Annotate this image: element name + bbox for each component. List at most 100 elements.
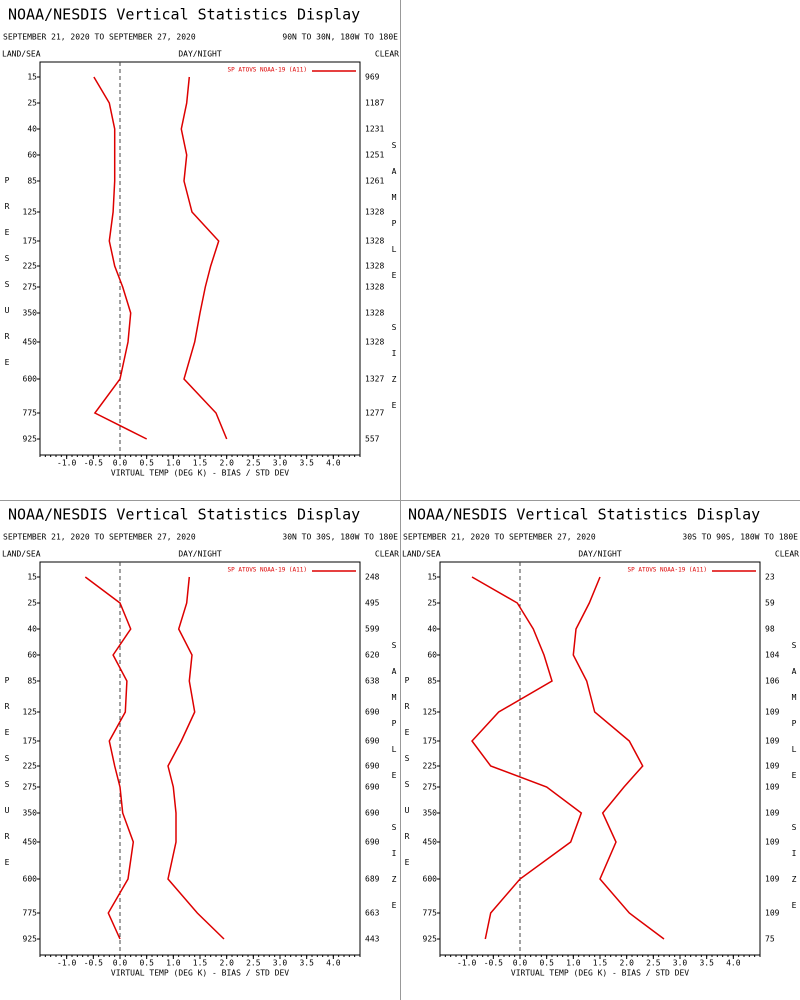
y-tick-label: 775 — [23, 909, 38, 918]
x-tick-label: 3.5 — [299, 459, 314, 468]
y-tick-label: 25 — [427, 599, 437, 608]
legend-label: SP ATOVS NOAA-19 (A11) — [228, 67, 307, 74]
center-header: DAY/NIGHT — [178, 550, 222, 559]
bias-line — [84, 576, 135, 940]
x-tick-label: 0.0 — [113, 459, 128, 468]
bias-line — [471, 576, 583, 940]
std-dev-line — [167, 576, 225, 940]
x-tick-label: 4.0 — [326, 959, 341, 968]
sample-size-label: 1328 — [365, 283, 384, 292]
y-tick-label: 60 — [427, 651, 437, 660]
sample-size-label: 690 — [365, 838, 380, 847]
x-tick-label: 2.0 — [619, 959, 634, 968]
panel-title: NOAA/NESDIS Vertical Statistics Display — [8, 506, 360, 524]
x-tick-label: 1.5 — [593, 959, 608, 968]
y-tick-label: 775 — [23, 409, 38, 418]
x-tick-label: -1.0 — [57, 459, 76, 468]
panel: NOAA/NESDIS Vertical Statistics Display S… — [402, 506, 799, 978]
left-header: LAND/SEA — [402, 550, 441, 559]
y-tick-label: 15 — [27, 573, 37, 582]
region: 90N TO 30N, 180W TO 180E — [282, 33, 398, 42]
x-tick-label: -1.0 — [457, 959, 476, 968]
x-tick-label: 4.0 — [326, 459, 341, 468]
sample-size-label: 1187 — [365, 99, 384, 108]
sample-size-label: 620 — [365, 651, 380, 660]
y-tick-label: 40 — [27, 625, 37, 634]
region: 30S TO 90S, 180W TO 180E — [682, 533, 798, 542]
x-tick-label: 0.5 — [139, 459, 154, 468]
y-tick-label: 60 — [27, 151, 37, 160]
sample-size-label: 23 — [765, 573, 775, 582]
sample-size-label: 690 — [365, 762, 380, 771]
sample-size-label: 690 — [365, 708, 380, 717]
center-header: DAY/NIGHT — [178, 50, 222, 59]
sample-size-label: 557 — [365, 435, 380, 444]
sample-size-label: 109 — [765, 809, 780, 818]
x-tick-label: 2.5 — [246, 959, 261, 968]
date-range: SEPTEMBER 21, 2020 TO SEPTEMBER 27, 2020 — [3, 533, 196, 542]
sample-size-label: 690 — [365, 737, 380, 746]
sample-size-label: 109 — [765, 909, 780, 918]
right-header: CLEAR — [775, 550, 799, 559]
x-axis-label: VIRTUAL TEMP (DEG K) - BIAS / STD DEV — [111, 969, 289, 978]
y-tick-label: 350 — [423, 809, 438, 818]
region: 30N TO 30S, 180W TO 180E — [282, 533, 398, 542]
x-tick-label: -0.5 — [484, 959, 503, 968]
y-axis-label: PRESSURE — [403, 676, 412, 884]
x-axis-label: VIRTUAL TEMP (DEG K) - BIAS / STD DEV — [111, 469, 289, 478]
y-tick-label: 15 — [427, 573, 437, 582]
y2-axis-label: SAMPLE SIZE — [390, 141, 399, 427]
legend-label: SP ATOVS NOAA-19 (A11) — [228, 567, 307, 574]
x-tick-label: 0.5 — [539, 959, 554, 968]
x-tick-label: 1.0 — [566, 959, 581, 968]
sample-size-label: 1277 — [365, 409, 384, 418]
y-tick-label: 925 — [23, 935, 38, 944]
y-tick-label: 925 — [23, 435, 38, 444]
y2-axis-label: SAMPLE SIZE — [390, 641, 399, 927]
sample-size-label: 1328 — [365, 338, 384, 347]
sample-size-label: 1327 — [365, 375, 384, 384]
y-tick-label: 275 — [23, 283, 38, 292]
y-tick-label: 225 — [423, 762, 438, 771]
y-tick-label: 450 — [23, 338, 38, 347]
sample-size-label: 1328 — [365, 309, 384, 318]
sample-size-label: 1251 — [365, 151, 384, 160]
y-tick-label: 450 — [423, 838, 438, 847]
y-tick-label: 925 — [423, 935, 438, 944]
x-tick-label: 1.5 — [193, 959, 208, 968]
sample-size-label: 443 — [365, 935, 380, 944]
y-tick-label: 275 — [23, 783, 38, 792]
x-tick-label: 0.0 — [113, 959, 128, 968]
y-axis-label: PRESSURE — [3, 676, 12, 884]
sample-size-label: 104 — [765, 651, 780, 660]
x-tick-label: -1.0 — [57, 959, 76, 968]
x-tick-label: 3.0 — [273, 959, 288, 968]
sample-size-label: 109 — [765, 783, 780, 792]
y-tick-label: 600 — [23, 375, 38, 384]
y-tick-label: 275 — [423, 783, 438, 792]
sample-size-label: 663 — [365, 909, 380, 918]
x-tick-label: 4.0 — [726, 959, 741, 968]
bias-line — [93, 76, 148, 440]
x-tick-label: 2.0 — [219, 459, 234, 468]
sample-size-label: 638 — [365, 677, 380, 686]
sample-size-label: 690 — [365, 809, 380, 818]
sample-size-label: 75 — [765, 935, 775, 944]
x-tick-label: 1.0 — [166, 459, 181, 468]
x-tick-label: 2.5 — [246, 459, 261, 468]
y-tick-label: 85 — [427, 677, 437, 686]
panel: NOAA/NESDIS Vertical Statistics Display S… — [2, 6, 399, 478]
y-tick-label: 225 — [23, 762, 38, 771]
x-tick-label: -0.5 — [84, 459, 103, 468]
sample-size-label: 109 — [765, 875, 780, 884]
y-tick-label: 85 — [27, 177, 37, 186]
sample-size-label: 59 — [765, 599, 775, 608]
y-tick-label: 125 — [23, 208, 38, 217]
sample-size-label: 1231 — [365, 125, 384, 134]
sample-size-label: 109 — [765, 838, 780, 847]
y-tick-label: 60 — [27, 651, 37, 660]
date-range: SEPTEMBER 21, 2020 TO SEPTEMBER 27, 2020 — [403, 533, 596, 542]
sample-size-label: 690 — [365, 783, 380, 792]
y-tick-label: 600 — [423, 875, 438, 884]
